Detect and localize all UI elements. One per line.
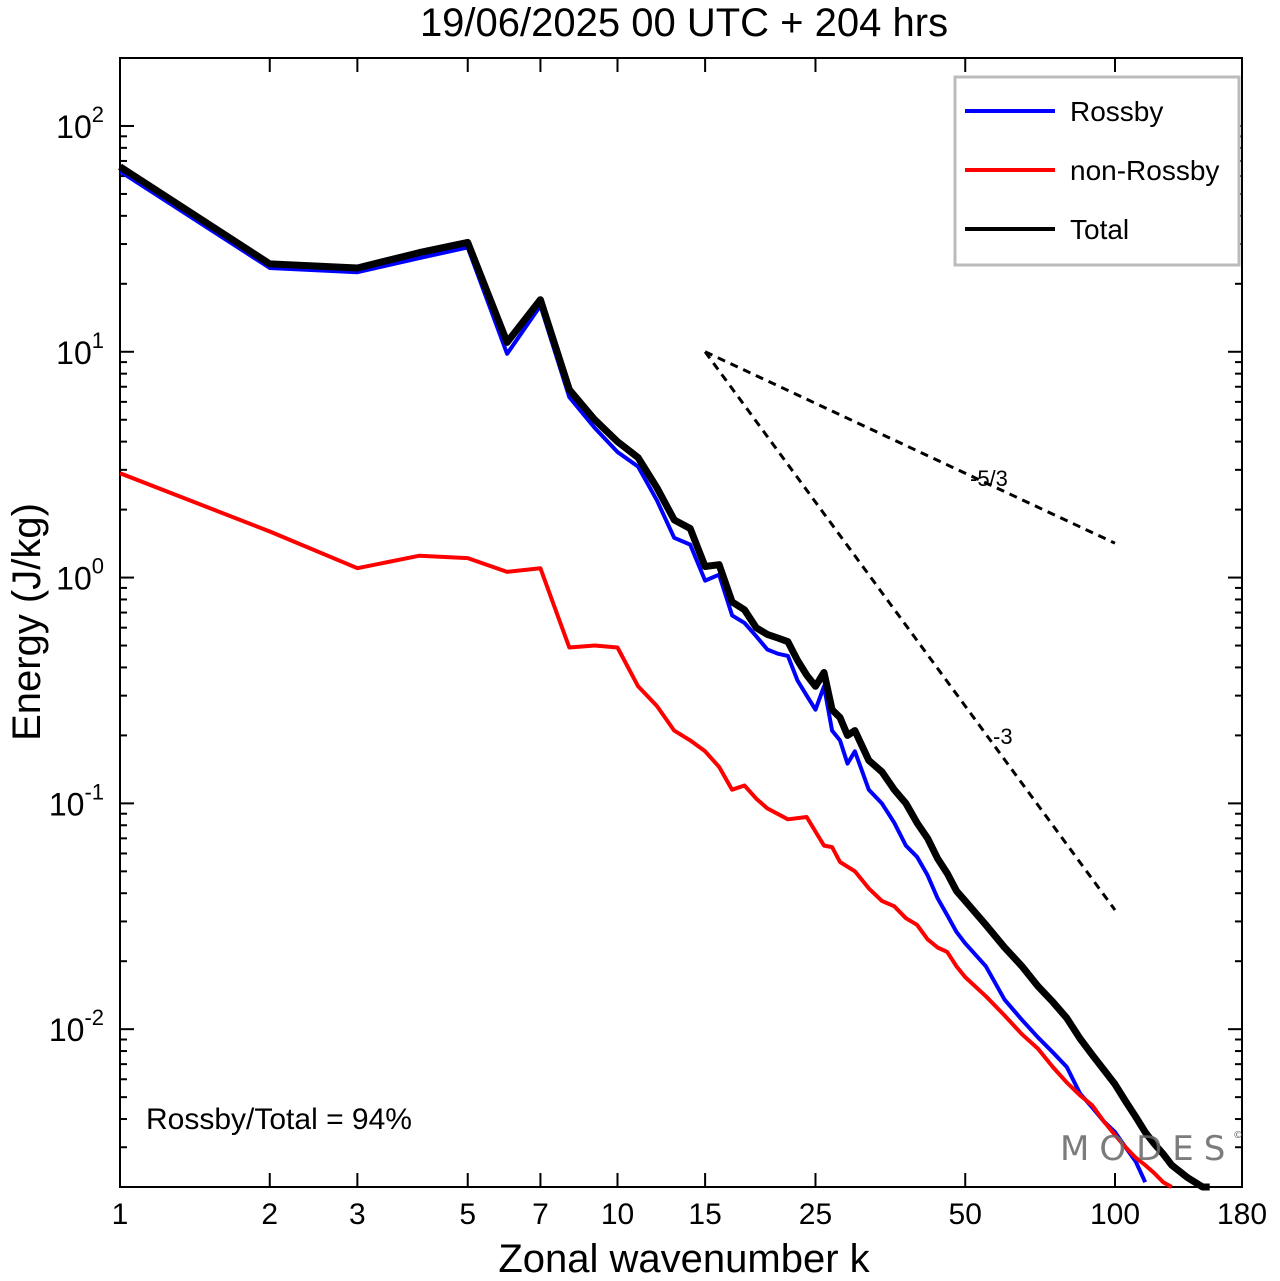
x-tick-label: 10 [601, 1198, 634, 1231]
x-tick-label: 1 [112, 1198, 129, 1231]
chart-title: 19/06/2025 00 UTC + 204 hrs [420, 1, 948, 45]
series-line-rossby [118, 169, 1148, 1184]
x-tick-label: 3 [349, 1198, 366, 1231]
legend-label: non-Rossby [1070, 155, 1219, 186]
copyright-mark: © [1233, 1130, 1243, 1141]
series-lines [118, 163, 1210, 1191]
legend-label: Total [1070, 214, 1129, 245]
x-tick-label: 25 [799, 1198, 832, 1231]
y-tick-label: 100 [56, 554, 104, 597]
y-tick-label: 10-1 [49, 779, 104, 822]
reference-slopes: -5/3 -3 [703, 350, 1117, 911]
x-tick-label: 15 [688, 1198, 721, 1231]
legend: Rossby non-Rossby Total [953, 75, 1241, 267]
y-tick-label: 101 [56, 328, 104, 371]
reference-line-label: -5/3 [970, 466, 1008, 491]
y-tick-label: 102 [56, 102, 104, 145]
x-tick-label: 50 [949, 1198, 982, 1231]
x-tick-label: 2 [261, 1198, 278, 1231]
y-tick-labels: 10-2 10-1 100 101 102 [49, 102, 104, 1048]
legend-label: Rossby [1070, 96, 1163, 127]
x-tick-labels: 1 2 3 5 7 10 15 25 50 100 180 [112, 1198, 1267, 1231]
y-axis-label: Energy (J/kg) [5, 503, 49, 741]
reference-line-label: -3 [993, 724, 1013, 749]
reference-line [703, 350, 1117, 911]
series-line-non-rossby [119, 471, 1173, 1189]
x-tick-label: 100 [1090, 1198, 1140, 1231]
x-tick-label: 5 [459, 1198, 476, 1231]
y-tick-label: 10-2 [49, 1005, 104, 1048]
series-line-total [118, 163, 1210, 1191]
x-tick-label: 180 [1217, 1198, 1267, 1231]
x-axis-label: Zonal wavenumber k [498, 1237, 870, 1281]
axis-ticks [119, 57, 1243, 1188]
reference-line [704, 350, 1116, 545]
x-tick-label: 7 [532, 1198, 549, 1231]
rossby-ratio-annotation: Rossby/Total = 94% [146, 1103, 412, 1136]
modes-watermark: MODES [1060, 1129, 1235, 1169]
